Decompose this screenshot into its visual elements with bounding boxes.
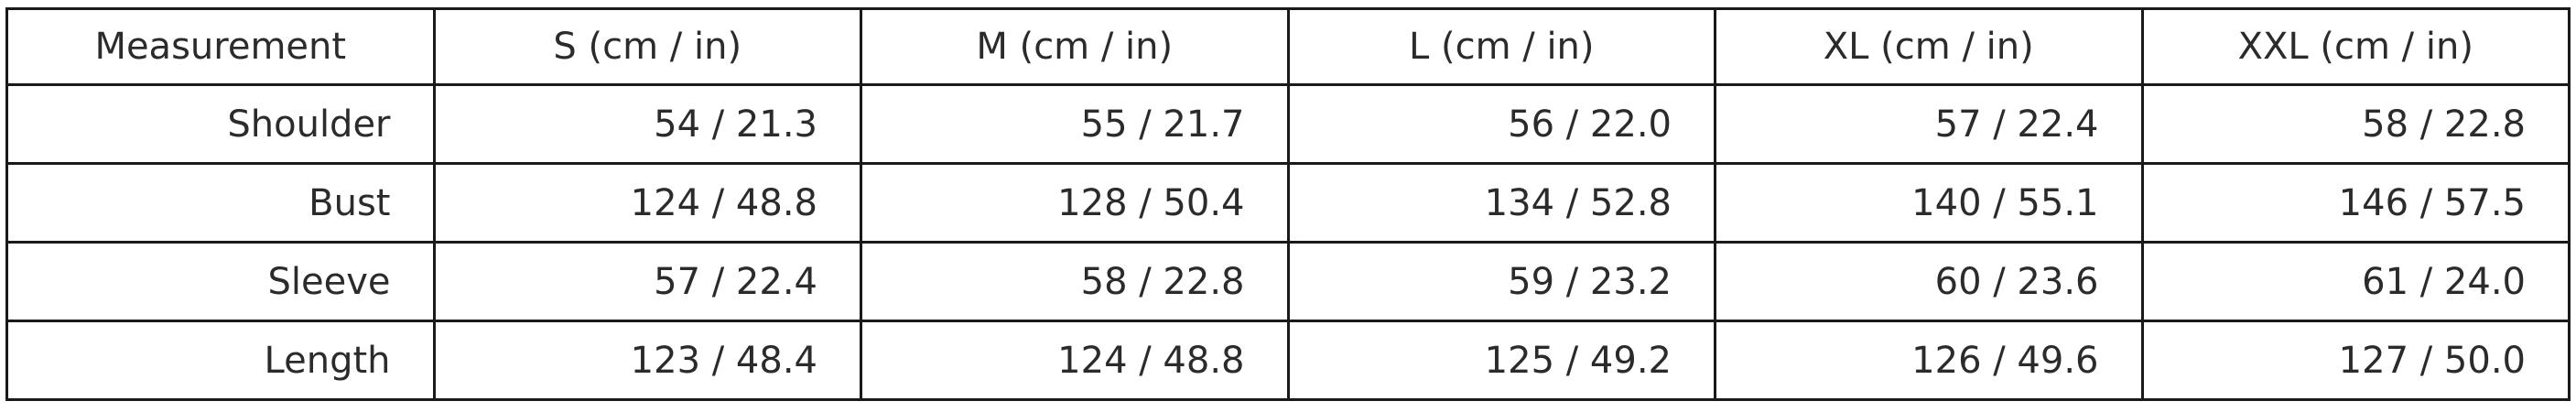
row-label: Bust (5, 162, 436, 244)
header-cell: M (cm / in) (860, 7, 1290, 86)
table-cell: 125 / 49.2 (1286, 320, 1716, 401)
table-cell: 140 / 55.1 (1714, 162, 2144, 244)
table-cell: 54 / 21.3 (432, 83, 862, 165)
row-label: Length (5, 320, 436, 401)
row-label: Shoulder (5, 83, 436, 165)
table-cell: 58 / 22.8 (2140, 83, 2571, 165)
header-cell: XXL (cm / in) (2140, 7, 2571, 86)
table-cell: 59 / 23.2 (1286, 241, 1716, 322)
table-cell: 124 / 48.8 (860, 320, 1290, 401)
table-header: Measurement S (cm / in) M (cm / in) L (cm /… (5, 7, 2571, 86)
table-cell: 55 / 21.7 (860, 83, 1290, 165)
table-row: Bust 124 / 48.8 128 / 50.4 134 / 52.8 140 / … (5, 162, 2571, 244)
table-cell: 128 / 50.4 (860, 162, 1290, 244)
table-cell: 61 / 24.0 (2140, 241, 2571, 322)
table-container: Measurement S (cm / in) M (cm / in) L (cm /… (5, 7, 2571, 401)
table-cell: 57 / 22.4 (1714, 83, 2144, 165)
row-label: Sleeve (5, 241, 436, 322)
header-cell: S (cm / in) (432, 7, 862, 86)
table-cell: 134 / 52.8 (1286, 162, 1716, 244)
table-body: Shoulder 54 / 21.3 55 / 21.7 56 / 22.0 57 / … (5, 83, 2571, 401)
table-cell: 60 / 23.6 (1714, 241, 2144, 322)
table-cell: 124 / 48.8 (432, 162, 862, 244)
table-cell: 126 / 49.6 (1714, 320, 2144, 401)
table-cell: 56 / 22.0 (1286, 83, 1716, 165)
table-row: Sleeve 57 / 22.4 58 / 22.8 59 / 23.2 60 / 23… (5, 241, 2571, 322)
table-cell: 57 / 22.4 (432, 241, 862, 322)
table-cell: 123 / 48.4 (432, 320, 862, 401)
header-row: Measurement S (cm / in) M (cm / in) L (cm /… (5, 7, 2571, 86)
header-cell: XL (cm / in) (1714, 7, 2144, 86)
header-cell: L (cm / in) (1286, 7, 1716, 86)
table-row: Shoulder 54 / 21.3 55 / 21.7 56 / 22.0 57 / … (5, 83, 2571, 165)
table-cell: 58 / 22.8 (860, 241, 1290, 322)
table-row: Length 123 / 48.4 124 / 48.8 125 / 49.2 126 … (5, 320, 2571, 401)
size-table: Measurement S (cm / in) M (cm / in) L (cm /… (5, 7, 2571, 401)
header-cell: Measurement (5, 7, 436, 86)
table-cell: 146 / 57.5 (2140, 162, 2571, 244)
table-cell: 127 / 50.0 (2140, 320, 2571, 401)
